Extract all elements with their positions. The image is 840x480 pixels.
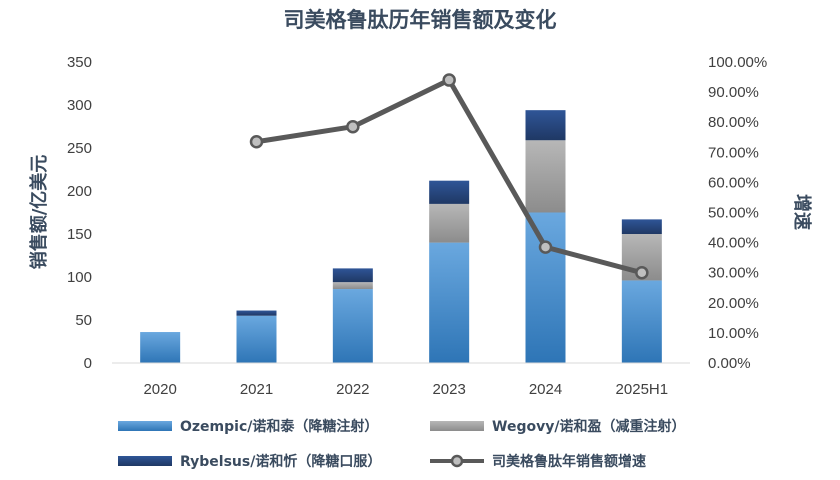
x-tick-label: 2023	[432, 381, 465, 398]
x-tick-label: 2020	[143, 381, 176, 398]
y-tick-label-left: 150	[67, 226, 92, 243]
y-tick-label-right: 10.00%	[708, 325, 759, 342]
growth-point	[249, 135, 264, 149]
bar-segment	[332, 289, 373, 363]
y-tick-label-left: 100	[67, 269, 92, 286]
bar-segment	[525, 140, 566, 213]
x-tick-label: 2024	[529, 381, 562, 398]
bar-segment	[621, 280, 662, 363]
y-tick-label-left: 350	[67, 54, 92, 71]
chart-title: 司美格鲁肽历年销售额及变化	[284, 8, 557, 32]
legend-label: Rybelsus/诺和忻（降糖口服）	[180, 453, 381, 470]
bar-segment	[525, 110, 566, 141]
growth-point	[538, 240, 553, 254]
y-tick-label-right: 40.00%	[708, 235, 759, 252]
y-tick-label-right: 0.00%	[708, 355, 751, 372]
bar-segment	[332, 268, 373, 283]
bar-segment	[236, 310, 277, 316]
growth-point	[346, 119, 360, 134]
y-axis-right-title: 增速	[791, 194, 813, 230]
legend-marker	[450, 454, 464, 468]
bar-segment	[621, 219, 662, 234]
y-tick-label-right: 80.00%	[708, 114, 759, 131]
bar-segment	[429, 203, 470, 243]
legend-swatch	[430, 421, 484, 431]
y-tick-label-left: 0	[84, 355, 92, 372]
y-tick-label-right: 50.00%	[708, 205, 759, 222]
y-axis-right: 0.00% 10.00% 20.00% 30.00% 40.00% 50.00% 60.00…	[708, 54, 767, 372]
bar-segment	[525, 212, 566, 363]
x-tick-label: 2025H1	[616, 381, 669, 398]
legend-label: 司美格鲁肽年销售额增速	[492, 453, 646, 470]
y-tick-label-right: 20.00%	[708, 295, 759, 312]
bars	[140, 110, 662, 363]
bar-segment	[236, 315, 277, 363]
y-tick-label-right: 100.00%	[708, 54, 767, 71]
y-axis-left-title: 销售额/亿美元	[28, 155, 50, 270]
legend-label: Ozempic/诺和泰（降糖注射）	[180, 418, 378, 435]
x-axis: 2020 2021 2022 2023 2024 2025H1	[143, 381, 668, 398]
y-tick-label-left: 250	[67, 140, 92, 157]
x-tick-label: 2021	[240, 381, 273, 398]
y-axis-left: 0 50 100 150 200 250 300 350	[67, 54, 92, 372]
bar-segment	[140, 332, 181, 363]
y-tick-label-right: 90.00%	[708, 84, 759, 101]
bar-segment	[429, 180, 470, 204]
growth-point	[635, 265, 649, 280]
y-tick-label-right: 70.00%	[708, 144, 759, 161]
growth-line	[249, 73, 649, 280]
y-tick-label-left: 200	[67, 183, 92, 200]
y-tick-label-right: 60.00%	[708, 174, 759, 191]
y-tick-label-right: 30.00%	[708, 265, 759, 282]
legend: Ozempic/诺和泰（降糖注射） Wegovy/诺和盈（减重注射） Rybelsu…	[118, 418, 685, 470]
growth-point	[442, 73, 456, 87]
bar-segment	[332, 282, 373, 290]
y-tick-label-left: 50	[75, 312, 92, 329]
bar-segment	[429, 242, 470, 363]
y-tick-label-left: 300	[67, 97, 92, 114]
legend-swatch	[118, 421, 172, 431]
legend-label: Wegovy/诺和盈（减重注射）	[492, 418, 685, 435]
legend-swatch	[118, 456, 172, 466]
x-tick-label: 2022	[336, 381, 369, 398]
